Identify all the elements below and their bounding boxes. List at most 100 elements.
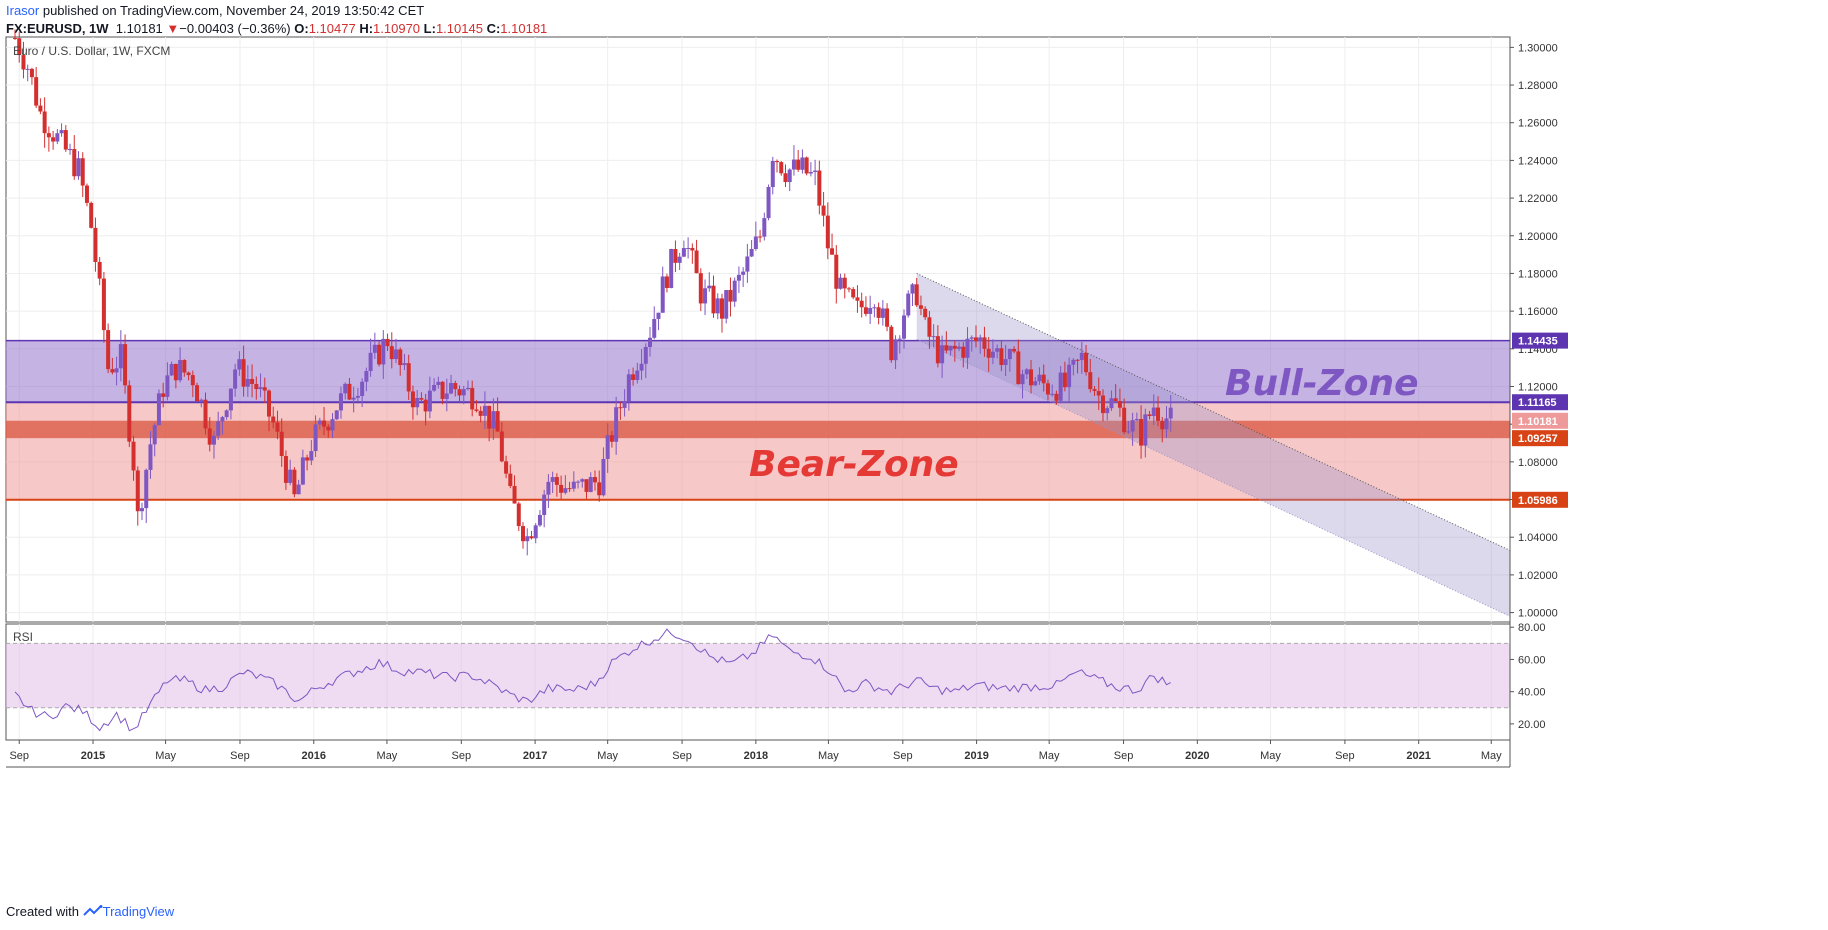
candle-up bbox=[68, 149, 73, 151]
candle-down bbox=[982, 337, 987, 349]
candle-up bbox=[533, 525, 538, 539]
candle-down bbox=[80, 158, 85, 186]
candle-up bbox=[1050, 393, 1055, 395]
candle-up bbox=[152, 425, 157, 445]
candle-down bbox=[487, 405, 492, 429]
candle-up bbox=[211, 435, 216, 445]
candle-up bbox=[601, 458, 606, 496]
price-label-badge: 1.14435 bbox=[1512, 332, 1568, 349]
candle-up bbox=[1067, 364, 1072, 388]
price-tick-label: 1.20000 bbox=[1518, 231, 1558, 243]
candle-down bbox=[1139, 419, 1144, 446]
high-label: H: bbox=[359, 21, 374, 36]
candle-up bbox=[872, 307, 877, 309]
candle-up bbox=[351, 397, 356, 400]
candle-down bbox=[326, 426, 331, 431]
time-axis: Sep 2015 May Sep 2016 May Sep 2017 May Sep 2018 May… bbox=[9, 740, 1502, 762]
candle-down bbox=[279, 431, 284, 457]
bear-zone-area bbox=[6, 402, 1510, 500]
candle-up bbox=[762, 218, 767, 237]
candle-down bbox=[72, 149, 77, 177]
tradingview-link[interactable]: TradingView bbox=[102, 904, 175, 919]
candle-down bbox=[186, 372, 191, 376]
time-tick-label: May bbox=[377, 750, 398, 762]
price-label-badge: 1.10181 bbox=[1512, 412, 1568, 429]
candle-up bbox=[639, 363, 644, 371]
candle-down bbox=[1096, 391, 1101, 396]
downtrend-channel bbox=[916, 273, 1510, 617]
candle-up bbox=[1130, 420, 1135, 432]
bear-zone-label: Bear-Zone bbox=[749, 444, 959, 485]
price-label-bg bbox=[1512, 394, 1568, 411]
candle-up bbox=[686, 247, 691, 249]
candle-down bbox=[923, 308, 928, 318]
price-label-text: 1.09257 bbox=[1518, 433, 1558, 445]
candle-down bbox=[292, 469, 297, 495]
candle-down bbox=[889, 326, 894, 361]
candle-up bbox=[948, 345, 953, 351]
candle-up bbox=[140, 508, 145, 512]
candle-up bbox=[381, 338, 386, 365]
time-tick-label: 2019 bbox=[964, 750, 988, 762]
candle-down bbox=[190, 375, 195, 386]
candle-down bbox=[1160, 420, 1165, 430]
candle-down bbox=[728, 290, 733, 302]
candle-up bbox=[199, 399, 204, 402]
candle-down bbox=[1075, 359, 1080, 361]
candle-down bbox=[961, 346, 966, 358]
price-tick-label: 1.02000 bbox=[1518, 570, 1558, 582]
candle-down bbox=[322, 420, 327, 427]
candle-down bbox=[89, 202, 94, 228]
candle-down bbox=[554, 477, 559, 485]
candle-up bbox=[245, 378, 250, 387]
candle-down bbox=[389, 346, 394, 360]
candle-up bbox=[372, 344, 377, 353]
price-label-text: 1.05986 bbox=[1518, 495, 1558, 507]
candle-down bbox=[398, 349, 403, 366]
main-pane[interactable] bbox=[5, 36, 1511, 623]
candle-down bbox=[1088, 372, 1093, 390]
candle-up bbox=[402, 363, 407, 366]
candle-up bbox=[317, 420, 322, 425]
candle-down bbox=[783, 173, 788, 183]
rsi-tick-label: 80.00 bbox=[1518, 622, 1546, 634]
candle-up bbox=[1071, 359, 1076, 365]
candle-up bbox=[546, 481, 551, 495]
candle-up bbox=[995, 348, 1000, 352]
candle-up bbox=[800, 157, 805, 170]
candle-up bbox=[838, 277, 843, 289]
candle-up bbox=[1151, 407, 1156, 416]
candle-down bbox=[804, 157, 809, 174]
candle-down bbox=[478, 410, 483, 416]
candle-down bbox=[512, 486, 517, 504]
candle-up bbox=[169, 363, 174, 376]
open-value: 1.10477 bbox=[308, 21, 356, 36]
close-value: 1.10181 bbox=[500, 21, 548, 36]
author-link[interactable]: Irasor bbox=[6, 3, 40, 18]
candle-down bbox=[597, 482, 602, 496]
candle-down bbox=[271, 416, 276, 423]
candle-down bbox=[1084, 352, 1089, 373]
candle-down bbox=[173, 363, 178, 381]
candle-down bbox=[106, 330, 111, 370]
candle-down bbox=[453, 383, 458, 390]
rsi-tick-label: 20.00 bbox=[1518, 719, 1546, 731]
candle-up bbox=[622, 401, 627, 408]
candle-up bbox=[76, 158, 81, 177]
price-label-badge: 1.09257 bbox=[1512, 430, 1568, 447]
candle-up bbox=[461, 389, 466, 396]
candle-down bbox=[34, 77, 39, 106]
candle-down bbox=[423, 399, 428, 412]
candle-down bbox=[631, 374, 636, 380]
tradingview-logo-icon bbox=[82, 905, 103, 916]
candle-down bbox=[529, 536, 534, 539]
price-label-bg bbox=[1512, 430, 1568, 447]
candle-up bbox=[148, 444, 153, 470]
candle-down bbox=[516, 503, 521, 527]
price-label-bg bbox=[1512, 491, 1568, 508]
candle-down bbox=[698, 273, 703, 304]
candle-up bbox=[1109, 398, 1114, 409]
price-tick-label: 1.04000 bbox=[1518, 532, 1558, 544]
time-tick-label: Sep bbox=[1335, 750, 1355, 762]
